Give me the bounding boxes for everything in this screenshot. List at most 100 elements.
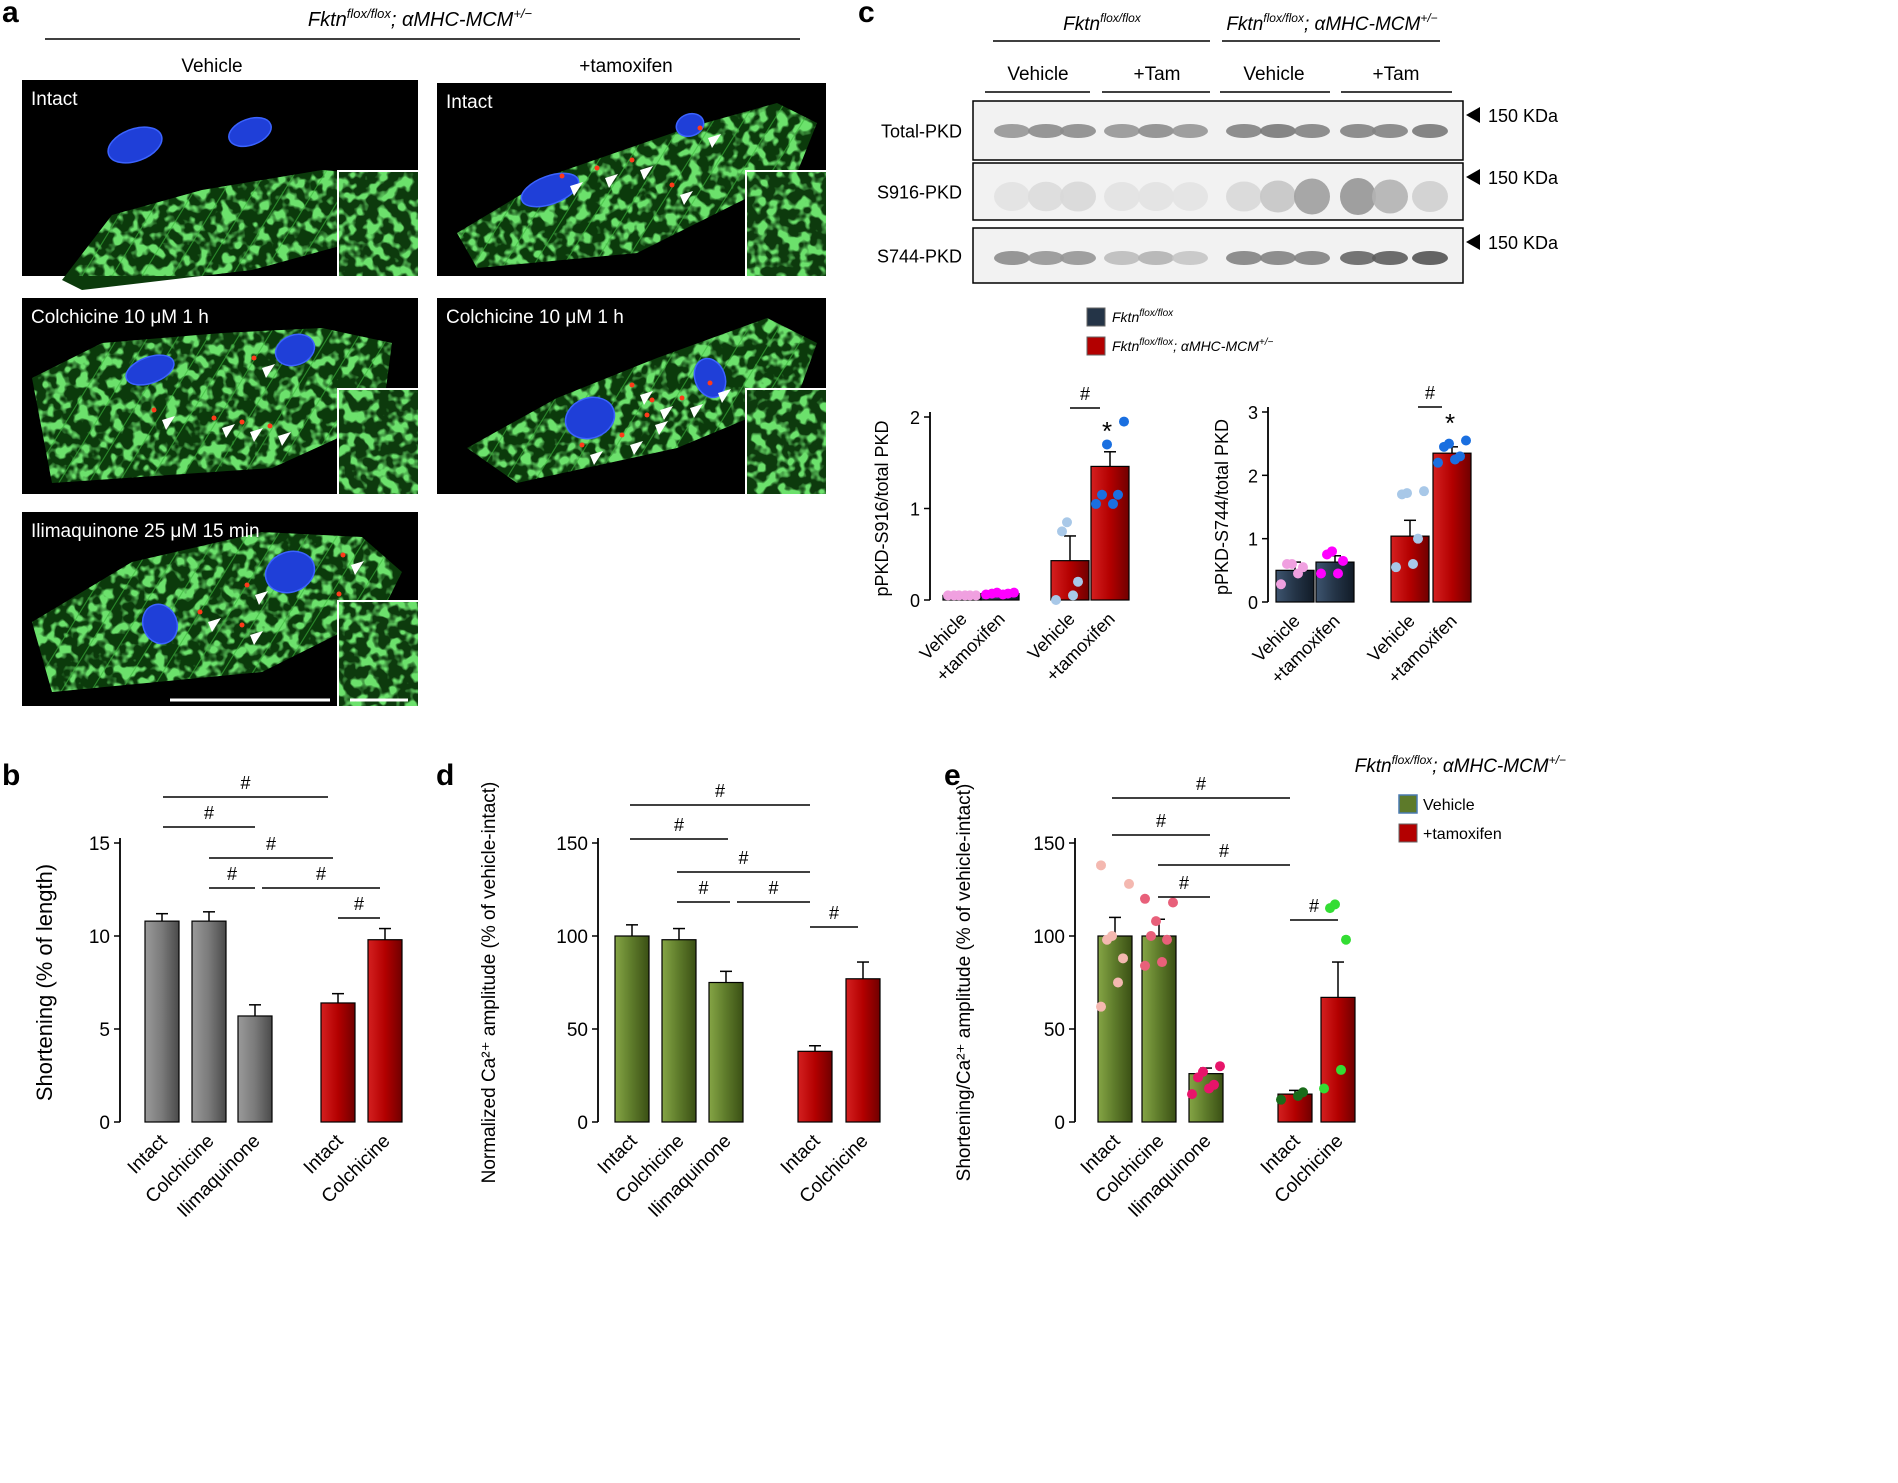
- panel-e-genotype: Fktnflox/flox; αMHC-MCM+/−: [1355, 753, 1566, 777]
- data-point: [1336, 1064, 1346, 1075]
- protein-band: [1340, 251, 1376, 265]
- arrowhead-marker: [590, 451, 603, 465]
- arrowhead-marker: [605, 174, 618, 188]
- arrowhead-marker: [208, 618, 221, 632]
- fiber-line: [412, 512, 532, 706]
- data-point: [1140, 960, 1150, 971]
- blot-total-pkd: Total-PKD 150 KDa: [881, 100, 1559, 161]
- fiber-line: [201, 532, 323, 692]
- significance-hash: #: [1080, 384, 1090, 404]
- golgi-puncta: [649, 397, 655, 403]
- data-point: [1419, 486, 1429, 497]
- bar: [237, 1015, 273, 1123]
- data-point: [1316, 568, 1326, 579]
- category-label: Ilimaquinone: [1124, 1131, 1215, 1222]
- y-axis-label: pPKD-S744/total PKD: [1212, 419, 1232, 595]
- protein-band: [1060, 181, 1096, 212]
- data-point: [1108, 498, 1118, 509]
- data-point: [1276, 1094, 1286, 1105]
- golgi-puncta: [594, 165, 600, 171]
- y-tick-label: 150: [556, 834, 588, 855]
- data-point: [1330, 899, 1340, 910]
- fiber-line: [201, 328, 323, 483]
- golgi-puncta: [629, 157, 635, 163]
- arrowhead-marker: [162, 416, 175, 430]
- panel-letter-c: c: [858, 0, 875, 29]
- arrowhead-marker: [278, 432, 291, 446]
- bar: [1432, 452, 1472, 603]
- fiber-line: [141, 532, 263, 692]
- protein-band: [1104, 182, 1140, 211]
- data-point: [1151, 916, 1161, 927]
- arrowhead-marker: [250, 428, 263, 442]
- arrowhead-marker: [655, 421, 668, 435]
- data-point: [1062, 517, 1072, 528]
- protein-band: [994, 182, 1030, 211]
- data-point: [1102, 439, 1112, 450]
- micrograph-colch_v: Colchicine 10 μM 1 h: [22, 298, 418, 494]
- fiber-line: [261, 170, 382, 277]
- protein-band: [1340, 124, 1376, 138]
- data-point: [1461, 435, 1471, 446]
- y-axis-label: Normalized Ca²⁺ amplitude (% of vehicle-…: [479, 782, 500, 1184]
- nucleus: [693, 357, 727, 399]
- nucleus: [274, 333, 316, 367]
- protein-band: [1294, 178, 1330, 215]
- y-axis-label: Shortening/Ca²⁺ amplitude (% of vehicle-…: [954, 784, 975, 1182]
- bar: [191, 920, 227, 1123]
- bar: [320, 1002, 356, 1123]
- size-marker-label: 150 KDa: [1488, 168, 1559, 188]
- y-tick-label: 50: [567, 1020, 588, 1041]
- golgi-puncta: [619, 432, 625, 438]
- protein-band: [1104, 251, 1140, 265]
- y-tick-label: 100: [1033, 927, 1065, 948]
- significance-hash: #: [829, 903, 839, 923]
- data-point: [1333, 568, 1343, 579]
- data-point: [1157, 957, 1167, 968]
- data-point: [1413, 533, 1423, 544]
- y-tick-label: 150: [1033, 834, 1065, 855]
- significance-star: *: [1102, 416, 1112, 446]
- protein-band: [1260, 251, 1296, 265]
- bar: [614, 935, 650, 1123]
- micrograph-group: Intact Intact Colchicine 10 μM 1 h Colchici…: [22, 80, 826, 706]
- bar: [708, 981, 744, 1123]
- panel-letter-d: d: [436, 759, 454, 792]
- panel-letter-a: a: [2, 0, 19, 29]
- data-point: [954, 590, 964, 601]
- y-tick-label: 2: [910, 408, 920, 428]
- protein-band: [1260, 124, 1296, 138]
- golgi-puncta: [340, 552, 346, 558]
- data-point: [1057, 526, 1067, 537]
- size-marker-arrow: [1466, 107, 1480, 123]
- data-point: [1051, 595, 1061, 605]
- y-tick-label: 5: [99, 1020, 110, 1041]
- bar: [1097, 935, 1133, 1123]
- fiber-line: [231, 170, 353, 277]
- golgi-puncta: [644, 412, 650, 418]
- data-point: [1408, 559, 1418, 569]
- chart-e: 0 50 100 150 Shortening/Ca²⁺ amplitude (% of…: [954, 774, 1356, 1222]
- nucleus: [141, 603, 179, 645]
- protein-band: [1340, 178, 1376, 215]
- panel-letter-b: b: [2, 759, 20, 792]
- lane-label-tam-2: +Tam: [1373, 64, 1420, 85]
- category-label: Ilimaquinone: [644, 1131, 735, 1222]
- blot-group-label-control: Fktnflox/flox: [1063, 11, 1142, 35]
- arrowhead-marker: [250, 631, 263, 645]
- legend-label-vehicle: Vehicle: [1423, 797, 1475, 814]
- data-point: [1107, 931, 1117, 941]
- y-tick-label: 10: [89, 927, 110, 948]
- y-tick-label: 0: [1248, 593, 1258, 613]
- protein-band: [1372, 124, 1408, 138]
- significance-hash: #: [227, 864, 237, 884]
- arrowhead-marker: [255, 591, 268, 605]
- significance-hash: #: [354, 894, 364, 914]
- y-tick-label: 0: [1054, 1113, 1065, 1134]
- protein-band: [1412, 251, 1448, 265]
- significance-hash: #: [1425, 383, 1435, 403]
- micrograph-colch_t: Colchicine 10 μM 1 h: [437, 298, 826, 494]
